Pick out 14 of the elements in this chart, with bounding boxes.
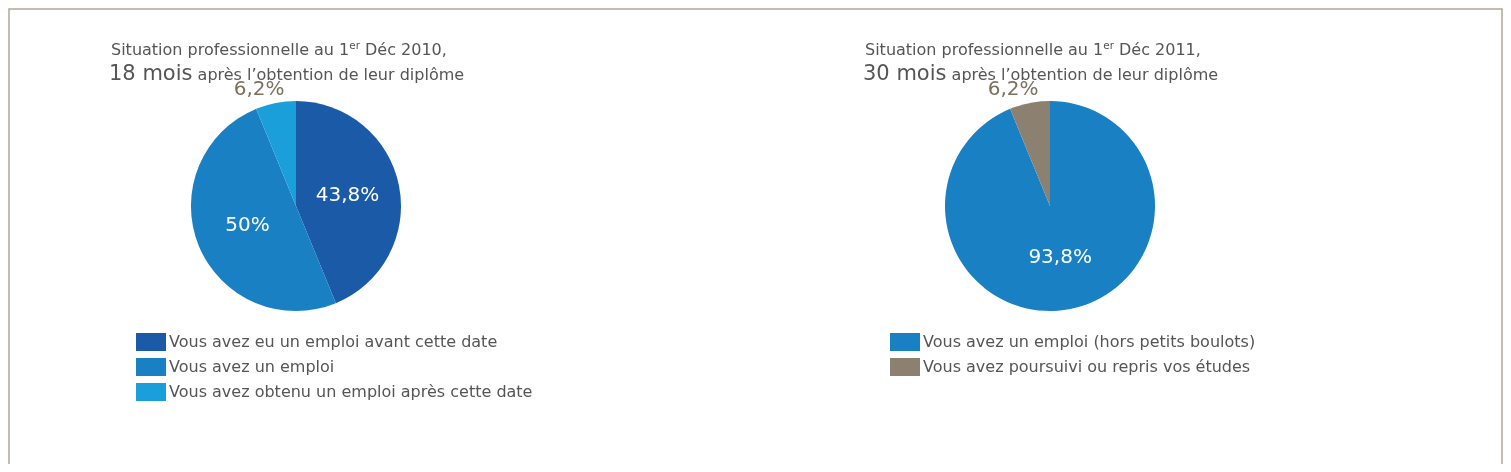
pie-slice	[1010, 101, 1050, 206]
data-label: 50%	[225, 212, 270, 237]
pie-slice	[945, 101, 1155, 311]
legend-label: Vous avez obtenu un emploi après cette date	[169, 382, 533, 401]
legend-label: Vous avez un emploi	[169, 357, 335, 376]
chart-title: Situation professionnelle au 1$^{er}$ Déc 2011,	[865, 39, 1201, 59]
legend-label: Vous avez un emploi (hors petits boulots)	[923, 332, 1256, 351]
legend-label: Vous avez poursuivi ou repris vos études	[923, 357, 1251, 376]
legend-label: Vous avez eu un emploi avant cette date	[169, 332, 498, 351]
chart-title: Situation professionnelle au 1$^{er}$ Déc 2010,	[111, 39, 447, 59]
data-label: 93,8%	[1028, 244, 1092, 269]
pie-slice	[296, 101, 401, 304]
data-label: 43,8%	[315, 182, 380, 207]
pie-slice	[256, 101, 296, 206]
